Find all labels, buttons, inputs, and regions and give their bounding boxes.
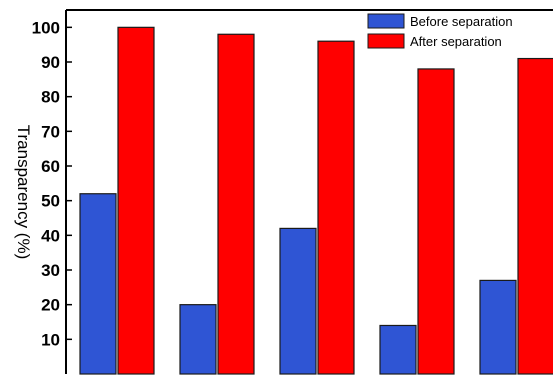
bar-before-1: [79, 193, 117, 375]
bar-after-2: [217, 33, 255, 375]
bar-after-5: [517, 57, 553, 375]
bar-before-2: [179, 304, 217, 375]
y-tick-label-40: 40: [41, 226, 60, 245]
y-tick-label-60: 60: [41, 157, 60, 176]
y-tick-label-90: 90: [41, 53, 60, 72]
y-tick-label-70: 70: [41, 122, 60, 141]
bar-before-4: [379, 324, 417, 375]
y-tick-label-20: 20: [41, 296, 60, 315]
y-tick-label-100: 100: [32, 18, 60, 37]
y-tick-label-30: 30: [41, 261, 60, 280]
legend-label-after: After separation: [410, 34, 502, 49]
axes-group: [65, 9, 553, 374]
y-axis-label: Transparency (%): [14, 125, 33, 259]
bar-before-3: [279, 227, 317, 375]
y-tick-label-50: 50: [41, 192, 60, 211]
bar-after-1: [117, 26, 155, 375]
bar-before-5: [479, 279, 517, 375]
legend-label-before: Before separation: [410, 14, 513, 29]
bar-after-4: [417, 68, 455, 375]
legend-swatch-after: [367, 33, 405, 49]
y-ticks-group: 10 20 30 40 50 60 70 80 90 100: [32, 18, 72, 349]
bars-group: [79, 26, 553, 375]
y-tick-label-10: 10: [41, 330, 60, 349]
bar-after-3: [317, 40, 355, 375]
legend: Before separation After separation: [367, 13, 513, 49]
y-tick-label-80: 80: [41, 88, 60, 107]
legend-swatch-before: [367, 13, 405, 29]
